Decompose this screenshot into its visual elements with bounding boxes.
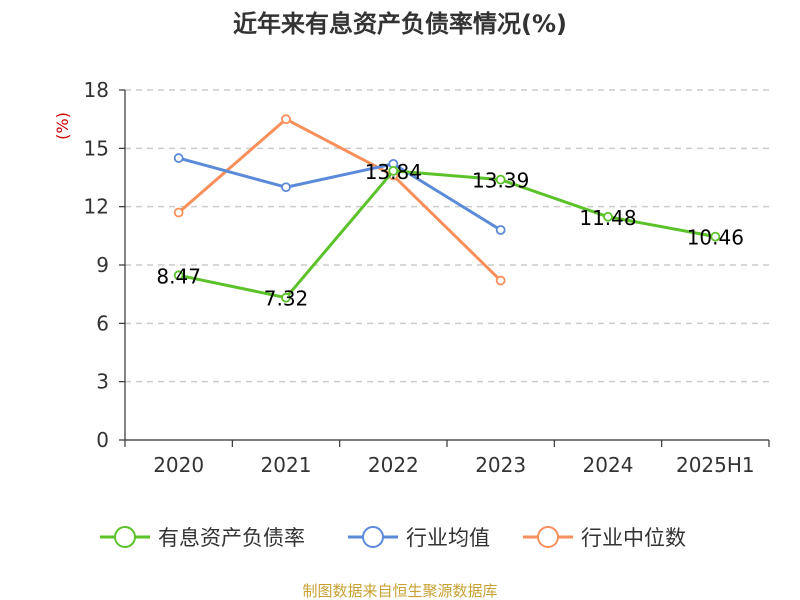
y-axis-label: (%) — [53, 112, 72, 140]
series-line — [178, 156, 502, 232]
series-line — [177, 117, 502, 282]
y-tick-label: 6 — [96, 311, 109, 335]
gridlines — [125, 89, 769, 383]
x-tick-label: 2022 — [368, 453, 419, 477]
data-point[interactable] — [495, 174, 506, 185]
data-label: 7.32 — [264, 287, 309, 311]
legend-item[interactable]: 行业均值 — [348, 526, 490, 550]
data-point[interactable] — [388, 165, 399, 176]
data-label: 13.84 — [365, 160, 422, 184]
axes: 0 3 6 9 12 15 18 2020 2021 2022 2023 2024 2025H1 — [84, 78, 770, 477]
legend-marker — [114, 526, 136, 548]
data-label: 8.47 — [156, 264, 201, 288]
x-tick-label: 2021 — [261, 453, 312, 477]
legend-label: 行业均值 — [406, 526, 490, 550]
legend-item[interactable]: 有息资产负债率 — [100, 526, 305, 550]
legend-label: 行业中位数 — [581, 526, 686, 550]
x-tick-label: 2023 — [475, 453, 526, 477]
data-point[interactable] — [495, 225, 506, 235]
chart-title: 近年来有息资产负债率情况(%) — [233, 10, 567, 38]
y-tick-label: 12 — [84, 195, 109, 219]
legend-marker — [362, 526, 384, 548]
data-labels: 8.47 7.32 13.84 13.39 11.48 10.46 — [156, 160, 744, 311]
data-label: 13.39 — [472, 169, 529, 193]
x-tick-label: 2024 — [583, 453, 634, 477]
y-tick-label: 9 — [96, 253, 109, 277]
data-label: 10.46 — [687, 226, 744, 250]
legend-label: 有息资产负债率 — [158, 526, 305, 550]
data-point[interactable] — [281, 182, 291, 193]
data-point[interactable] — [281, 292, 291, 303]
y-tick-label: 18 — [84, 78, 109, 102]
x-tick-label: 2020 — [153, 453, 204, 477]
legend-item[interactable]: 行业中位数 — [523, 526, 686, 550]
data-point[interactable] — [710, 231, 721, 242]
series-line — [178, 169, 716, 300]
data-point[interactable] — [495, 275, 506, 286]
y-tick-label: 15 — [84, 136, 109, 160]
legend-marker — [537, 526, 559, 548]
data-point[interactable] — [281, 114, 291, 125]
data-point[interactable] — [173, 153, 184, 163]
data-label: 11.48 — [579, 206, 636, 230]
y-tick-label: 3 — [96, 370, 109, 394]
data-point[interactable] — [173, 207, 184, 218]
source-note: 制图数据来自恒生聚源数据库 — [302, 582, 497, 600]
data-point[interactable] — [173, 270, 184, 281]
series-group — [173, 114, 721, 303]
y-tick-label: 0 — [96, 428, 109, 452]
legend[interactable]: 有息资产负债率 行业均值 行业中位数 — [100, 526, 686, 550]
x-tick-label: 2025H1 — [676, 453, 755, 477]
data-point[interactable] — [603, 211, 613, 222]
